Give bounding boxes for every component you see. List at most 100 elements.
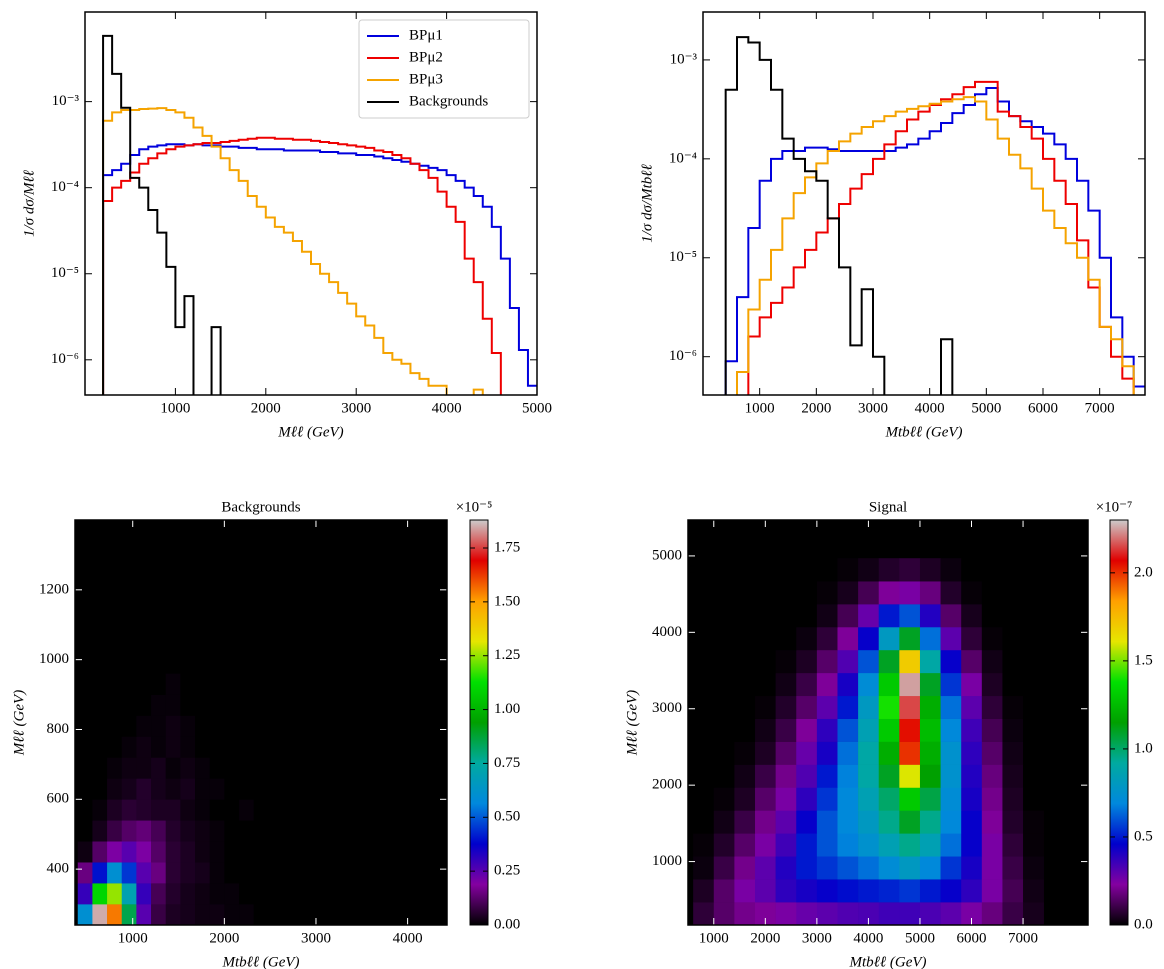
heatmap-cell: [151, 904, 167, 925]
heatmap-cell: [940, 718, 962, 742]
heatmap-cell: [981, 558, 1003, 582]
heatmap-cell: [940, 787, 962, 811]
x-tick-label: 2000: [209, 930, 239, 946]
heatmap-cell: [195, 799, 210, 821]
histogram-step: [724, 87, 1145, 395]
heatmap-cell: [919, 558, 941, 582]
heatmap-cell: [775, 672, 797, 697]
heatmap-cell: [816, 626, 838, 651]
x-tick-label: 2000: [750, 930, 780, 946]
axes-frame: [702, 11, 1146, 396]
heatmap-cell: [77, 673, 93, 695]
heatmap-cell: [180, 757, 196, 779]
heatmap-cell: [878, 649, 900, 674]
heatmap-cell: [775, 649, 797, 674]
x-tick-label: 1000: [745, 400, 775, 416]
heatmap-cell: [151, 694, 167, 716]
heatmap-cell: [239, 862, 254, 884]
heatmap-cell: [224, 799, 240, 821]
heatmap-cell: [878, 879, 900, 903]
heatmap-cell: [775, 741, 797, 765]
heatmap-cell: [121, 841, 137, 863]
heatmap-cell: [693, 718, 715, 742]
panel: 1000 2000 3000 4000 5000 10⁻⁶ 10⁻⁵ 10⁻⁴ 10⁻³ Mℓℓ …: [21, 11, 552, 440]
heatmap-cell: [121, 757, 137, 779]
heatmap-cell: [92, 841, 108, 863]
heatmap-cell: [899, 558, 921, 582]
heatmap-cell: [92, 883, 108, 905]
heatmap-cell: [195, 820, 210, 842]
panel: Signal 0.0 0.5 1.0 1.5 2.0 ×10⁻⁷ 1000 2000 3000 40…: [624, 499, 1152, 969]
heatmap-cell: [253, 841, 269, 863]
heatmap-cell: [961, 879, 983, 903]
heatmap-cell: [713, 879, 735, 903]
heatmap-cell: [1023, 787, 1044, 811]
heatmap-cell: [165, 673, 181, 695]
heatmap-cell: [693, 810, 715, 834]
heatmap-cell: [713, 787, 735, 811]
heatmap-cell: [899, 604, 921, 628]
heatmap-cell: [1002, 787, 1024, 811]
heatmap-cell: [734, 856, 756, 880]
y-tick-label: 10⁻⁶: [51, 351, 79, 367]
heatmap-cell: [136, 862, 152, 884]
heatmap-cell: [940, 833, 962, 857]
heatmap-cell: [121, 799, 137, 821]
x-tick-label: 6000: [1028, 400, 1058, 416]
y-tick-label: 10⁻⁵: [51, 265, 79, 281]
heatmap-cell: [961, 718, 983, 742]
heatmap-cell: [693, 649, 715, 674]
heatmap-cell: [151, 715, 167, 737]
heatmap-cell: [253, 673, 269, 695]
heatmap-cell: [92, 904, 108, 925]
heatmap-cell: [878, 604, 900, 628]
heatmap-cell: [239, 736, 254, 758]
heatmap-cell: [1023, 649, 1044, 674]
x-tick-label: 2000: [801, 400, 831, 416]
heatmap-cell: [961, 649, 983, 674]
colorbar-tick-label: 0.25: [494, 863, 520, 879]
heatmap-cell: [107, 715, 123, 737]
heatmap-cell: [195, 673, 210, 695]
colorbar: [469, 519, 489, 926]
heatmap-cell: [981, 810, 1003, 834]
heatmap-cell: [981, 695, 1003, 719]
heatmap-cell: [734, 718, 756, 742]
heatmap-cell: [151, 799, 167, 821]
heatmap-cell: [899, 649, 921, 674]
heatmap-cell: [713, 672, 735, 697]
heatmap-cell: [239, 715, 254, 737]
heatmap-cell: [713, 810, 735, 834]
heatmap-cell: [734, 787, 756, 811]
heatmap-cell: [239, 673, 254, 695]
heatmap-cell: [919, 581, 941, 605]
heatmap-cell: [961, 695, 983, 719]
heatmap-cell: [734, 649, 756, 674]
histogram-step: [102, 34, 222, 395]
heatmap-cell: [858, 695, 880, 719]
heatmap-cell: [180, 778, 196, 800]
heatmap-cell: [858, 764, 880, 788]
heatmap-cell: [775, 833, 797, 857]
heatmap-cell: [209, 862, 225, 884]
heatmap-cell: [165, 883, 181, 905]
heatmap-cell: [209, 673, 225, 695]
legend-label: BPμ2: [409, 49, 443, 65]
colorbar-tick-label: 1.50: [494, 593, 520, 609]
heatmap-cell: [195, 778, 210, 800]
heatmap-cell: [940, 672, 962, 697]
heatmap-cell: [878, 764, 900, 788]
heatmap-cell: [755, 902, 776, 925]
heatmap-cell: [796, 649, 818, 674]
heatmap-cell: [180, 715, 196, 737]
y-axis-label: Mℓℓ (GeV): [624, 690, 640, 756]
heatmap-cell: [940, 649, 962, 674]
heatmap-cell: [1023, 604, 1044, 628]
heatmap-cell: [940, 856, 962, 880]
heatmap-cell: [107, 799, 123, 821]
heatmap-cell: [981, 604, 1003, 628]
y-tick-label: 1000: [652, 853, 682, 869]
heatmap-cell: [253, 757, 269, 779]
heatmap-cell: [816, 581, 838, 605]
heatmap-cell: [734, 581, 756, 605]
